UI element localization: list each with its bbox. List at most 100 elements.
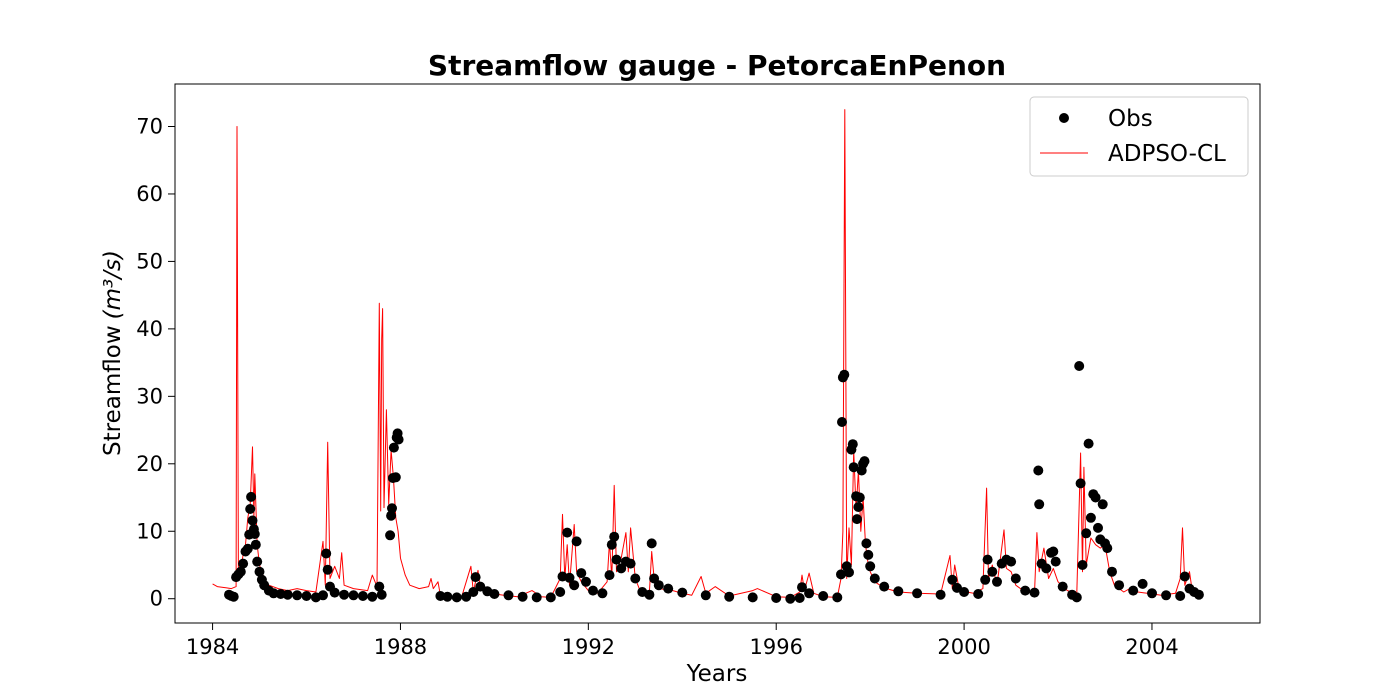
obs-point <box>228 591 239 602</box>
obs-point <box>517 591 528 602</box>
obs-point <box>1128 585 1139 596</box>
obs-point <box>847 439 858 450</box>
obs-point <box>1048 546 1059 557</box>
obs-point <box>376 589 387 600</box>
obs-point <box>461 591 472 602</box>
obs-point <box>1081 528 1092 539</box>
obs-point <box>893 586 904 597</box>
obs-point <box>545 592 556 603</box>
obs-point <box>973 589 984 599</box>
obs-point <box>1179 571 1190 582</box>
obs-point <box>386 510 397 521</box>
y-tick-label: 0 <box>150 587 163 611</box>
obs-point <box>470 572 481 583</box>
obs-point <box>385 530 396 541</box>
obs-point <box>785 593 796 604</box>
obs-point <box>321 548 332 559</box>
y-tick-label: 70 <box>136 114 163 138</box>
legend-marker-obs <box>1059 113 1069 123</box>
obs-point <box>531 592 542 603</box>
obs-point <box>1175 591 1186 601</box>
obs-point <box>329 587 340 598</box>
obs-point <box>818 591 829 601</box>
obs-point <box>581 576 591 587</box>
obs-point <box>861 538 872 549</box>
legend-label-sim: ADPSO-CL <box>1108 141 1226 167</box>
obs-point <box>339 589 350 600</box>
obs-point <box>982 554 993 565</box>
obs-point <box>242 543 253 554</box>
obs-point <box>1006 556 1017 567</box>
y-tick-label: 20 <box>136 452 163 476</box>
x-tick-label: 1996 <box>749 635 802 659</box>
obs-point <box>771 593 782 603</box>
x-tick-label: 2000 <box>937 635 990 659</box>
obs-point <box>1020 585 1031 596</box>
obs-point <box>609 531 620 542</box>
obs-point <box>832 592 843 603</box>
obs-point <box>992 576 1002 587</box>
obs-point <box>1083 438 1094 449</box>
x-tick-label: 1984 <box>186 635 239 659</box>
obs-point <box>252 556 263 567</box>
obs-point <box>254 566 265 577</box>
obs-point <box>724 591 735 602</box>
obs-point <box>859 456 870 467</box>
obs-point <box>357 591 368 601</box>
obs-point <box>390 472 401 483</box>
obs-point <box>804 588 815 599</box>
obs-point <box>387 503 397 514</box>
obs-point <box>318 590 328 601</box>
y-axis-label: Streamflow(m³/s) <box>100 250 126 456</box>
obs-point <box>644 589 655 600</box>
obs-point <box>576 568 587 579</box>
obs-point <box>348 590 359 601</box>
obs-point <box>1097 499 1108 510</box>
obs-point <box>292 590 303 601</box>
obs-point <box>468 587 479 597</box>
obs-point <box>250 539 261 550</box>
y-tick-label: 60 <box>136 182 163 206</box>
y-tick-label: 50 <box>136 249 163 273</box>
obs-point <box>367 591 378 602</box>
obs-point <box>912 588 923 599</box>
obs-point <box>1107 566 1117 577</box>
obs-point <box>1034 499 1045 510</box>
obs-point <box>1071 592 1082 603</box>
obs-point <box>863 549 874 560</box>
x-tick-label: 1988 <box>374 635 427 659</box>
obs-point <box>1074 361 1085 371</box>
y-tick-label: 10 <box>136 519 163 543</box>
obs-point <box>238 558 249 569</box>
y-tick-label: 40 <box>136 317 163 341</box>
obs-point <box>555 587 566 597</box>
obs-point <box>1010 573 1021 584</box>
series-line-adpso-cl <box>212 109 1200 598</box>
obs-point <box>848 462 859 473</box>
obs-point <box>1033 465 1044 476</box>
obs-point <box>451 592 462 603</box>
obs-point <box>1029 587 1040 598</box>
obs-point <box>301 591 312 601</box>
obs-point <box>489 589 500 599</box>
obs-point <box>1090 492 1101 503</box>
legend-box <box>1029 96 1249 177</box>
obs-point <box>1114 580 1125 591</box>
x-tick-label: 2004 <box>1125 635 1178 659</box>
obs-point <box>247 515 258 526</box>
obs-point <box>588 585 598 596</box>
obs-point <box>844 567 854 578</box>
obs-point <box>1085 512 1096 523</box>
obs-point <box>562 527 573 538</box>
obs-point <box>959 587 970 597</box>
x-axis-label: Years <box>686 661 748 687</box>
x-tick-label: 1992 <box>562 635 615 659</box>
obs-point <box>611 554 622 565</box>
obs-point <box>794 593 805 603</box>
obs-point <box>1050 556 1061 567</box>
obs-point <box>646 538 657 549</box>
obs-point <box>1075 478 1086 489</box>
obs-point <box>865 561 876 572</box>
obs-point <box>677 587 688 598</box>
obs-point <box>235 566 246 577</box>
